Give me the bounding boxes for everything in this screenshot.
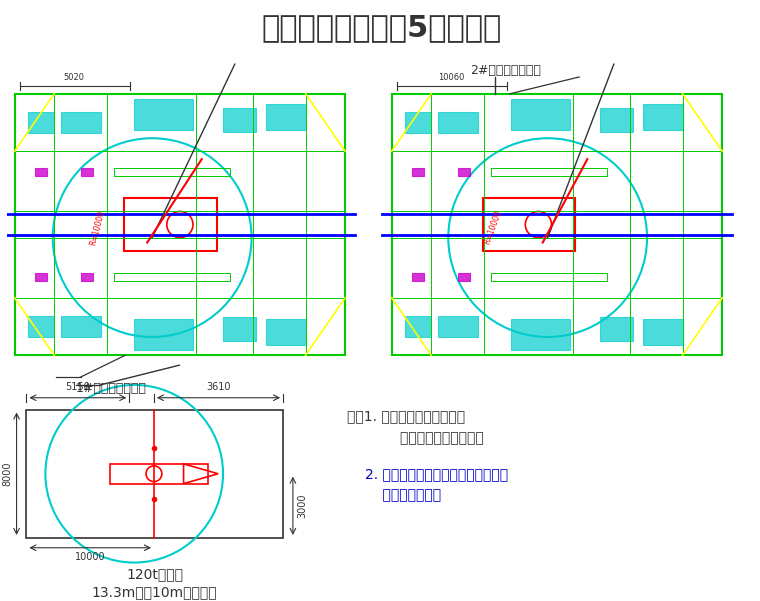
Bar	[600, 317, 633, 341]
Bar	[266, 319, 306, 345]
Text: 3610: 3610	[206, 382, 231, 392]
Bar	[81, 273, 93, 281]
Text: 5020: 5020	[64, 73, 84, 82]
Bar	[109, 464, 208, 484]
Bar	[27, 410, 283, 538]
Bar	[405, 316, 431, 337]
Bar	[125, 198, 217, 251]
Bar	[412, 168, 424, 176]
Bar	[458, 273, 470, 281]
Bar	[14, 94, 345, 355]
Bar	[134, 99, 193, 130]
Bar	[266, 104, 306, 130]
Bar	[491, 168, 606, 176]
Text: 13.3m杆，10m作业半径: 13.3m杆，10m作业半径	[92, 585, 217, 599]
Text: 2. 吊车走行路线上，无地下室孔洞，: 2. 吊车走行路线上，无地下室孔洞，	[365, 467, 508, 481]
Bar	[114, 273, 230, 281]
Bar	[643, 319, 682, 345]
Bar	[600, 108, 633, 132]
Text: 8000: 8000	[2, 462, 13, 486]
Bar	[438, 112, 477, 133]
Bar	[114, 168, 230, 176]
Text: 注：1. 吊车行走道路需回填、: 注：1. 吊车行走道路需回填、	[347, 410, 465, 424]
Text: 夯实、面层施工完成；: 夯实、面层施工完成；	[365, 432, 483, 445]
Bar	[643, 104, 682, 130]
Text: 120t汽车吊: 120t汽车吊	[126, 567, 183, 582]
Bar	[223, 317, 256, 341]
Text: 2#热镀锌机组锌锅: 2#热镀锌机组锌锅	[470, 64, 541, 77]
Bar	[511, 99, 570, 130]
Text: 3000: 3000	[297, 493, 307, 518]
Text: 5150: 5150	[65, 382, 90, 392]
Text: 1#热镀锌机组锌锅: 1#热镀锌机组锌锅	[76, 382, 147, 395]
Bar	[134, 319, 193, 350]
Bar	[412, 273, 424, 281]
Bar	[483, 198, 575, 251]
Bar	[61, 112, 100, 133]
Text: R=10000: R=10000	[483, 209, 503, 246]
Text: 10000: 10000	[75, 552, 106, 562]
Bar	[223, 108, 256, 132]
Bar	[28, 112, 54, 133]
Text: 全为实心基础。: 全为实心基础。	[365, 489, 441, 502]
Bar	[405, 112, 431, 133]
Bar	[438, 316, 477, 337]
Bar	[491, 273, 606, 281]
Bar	[28, 316, 54, 337]
Bar	[511, 319, 570, 350]
Bar	[391, 94, 722, 355]
Bar	[458, 168, 470, 176]
Bar	[61, 316, 100, 337]
Text: 吊装平面图（锌锅5片供货）: 吊装平面图（锌锅5片供货）	[261, 13, 502, 42]
Bar	[81, 168, 93, 176]
Bar	[35, 273, 47, 281]
Bar	[35, 168, 47, 176]
Text: R=10000: R=10000	[88, 209, 106, 246]
Text: 10060: 10060	[438, 73, 464, 82]
